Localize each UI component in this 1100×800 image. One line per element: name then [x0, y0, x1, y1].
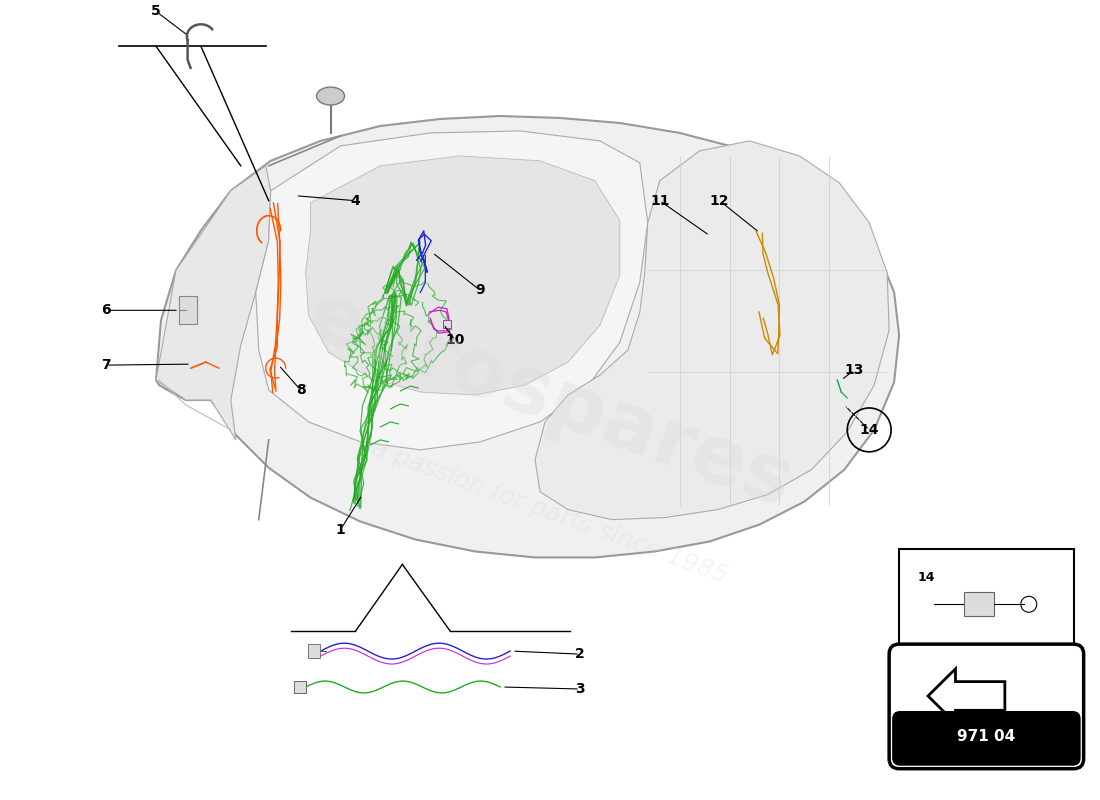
Text: 9: 9 — [475, 283, 485, 298]
Bar — [308, 644, 320, 658]
Text: 1: 1 — [336, 522, 345, 537]
Text: a passion for parts since 1985: a passion for parts since 1985 — [368, 436, 732, 588]
Text: eurospares: eurospares — [297, 276, 803, 524]
Ellipse shape — [317, 87, 344, 105]
Text: 10: 10 — [446, 334, 465, 347]
Polygon shape — [156, 116, 899, 558]
Text: 4: 4 — [351, 194, 361, 208]
FancyBboxPatch shape — [889, 644, 1084, 769]
Polygon shape — [255, 131, 648, 450]
Text: 3: 3 — [575, 682, 585, 696]
Bar — [443, 320, 451, 328]
Bar — [294, 681, 306, 693]
Polygon shape — [535, 141, 889, 519]
Bar — [964, 592, 994, 616]
Bar — [179, 296, 197, 324]
FancyBboxPatch shape — [899, 550, 1074, 644]
Text: 8: 8 — [296, 383, 306, 397]
Text: 13: 13 — [845, 363, 864, 377]
Polygon shape — [306, 156, 619, 395]
Text: 2: 2 — [575, 647, 585, 661]
Text: 5: 5 — [151, 4, 161, 18]
Text: 11: 11 — [650, 194, 670, 208]
Text: 14: 14 — [859, 423, 879, 437]
Polygon shape — [156, 166, 271, 440]
Text: 6: 6 — [101, 303, 111, 318]
FancyBboxPatch shape — [892, 711, 1080, 766]
Text: 971 04: 971 04 — [957, 730, 1015, 744]
Polygon shape — [928, 669, 1004, 723]
Text: 12: 12 — [710, 194, 729, 208]
Text: 7: 7 — [101, 358, 111, 372]
Text: 14: 14 — [917, 571, 935, 585]
